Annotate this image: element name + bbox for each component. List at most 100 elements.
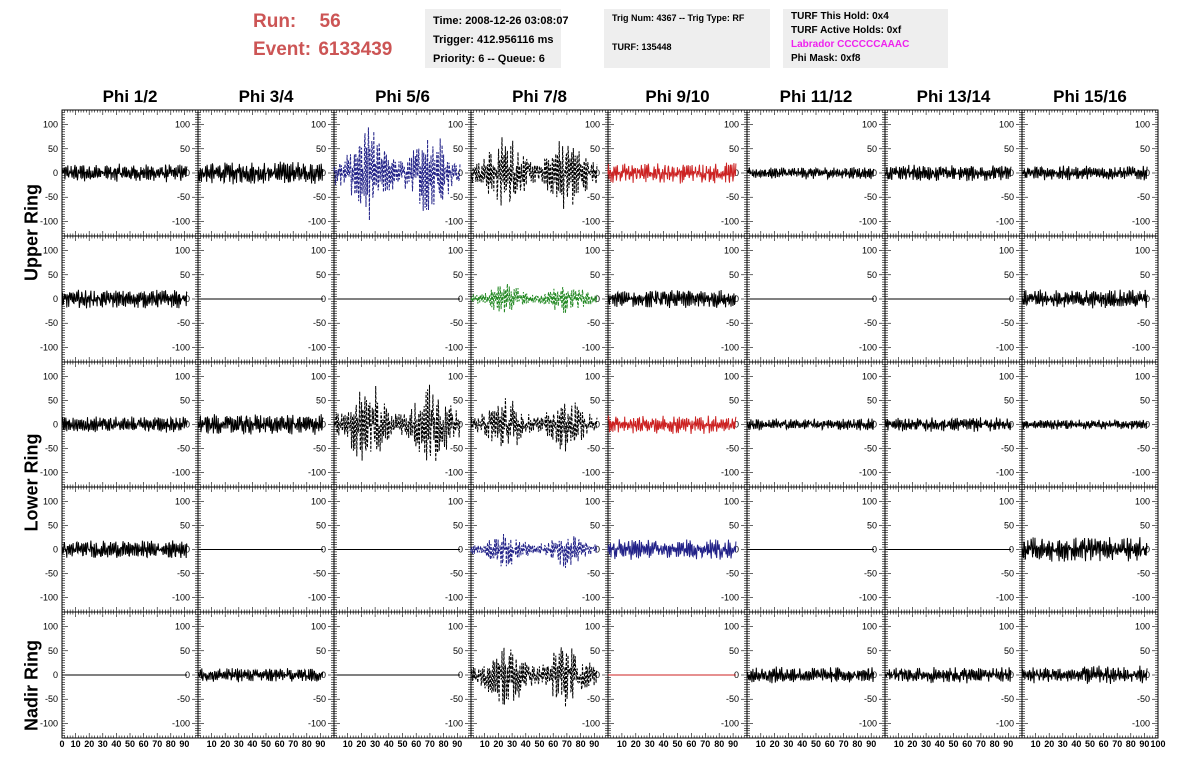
y-tick-label: 50 xyxy=(453,395,463,405)
y-tick-label: -50 xyxy=(45,192,58,202)
y-tick-label: 0 xyxy=(1145,168,1150,178)
turf-active-line: TURF Active Holds: 0xf xyxy=(791,25,902,36)
y-tick-label: 100 xyxy=(862,371,877,381)
y-tick-label: 100 xyxy=(585,246,600,256)
y-tick-label: 100 xyxy=(43,371,58,381)
y-tick-label: -50 xyxy=(864,444,877,454)
column-title-phi-15-16: Phi 15/16 xyxy=(1053,87,1127,106)
y-tick-label: -50 xyxy=(450,318,463,328)
turf-line: TURF: 135448 xyxy=(612,42,672,52)
y-tick-label: 50 xyxy=(729,395,739,405)
y-tick-label: -50 xyxy=(177,444,190,454)
y-tick-label: 0 xyxy=(734,420,739,430)
y-tick-label: 50 xyxy=(48,395,58,405)
y-tick-label: 100 xyxy=(175,246,190,256)
y-tick-label: -100 xyxy=(445,468,463,478)
y-tick-label: -50 xyxy=(450,444,463,454)
y-tick-label: -100 xyxy=(1132,342,1150,352)
y-tick-label: 50 xyxy=(316,270,326,280)
y-tick-label: 50 xyxy=(1004,144,1014,154)
y-tick-label: 0 xyxy=(1145,294,1150,304)
y-tick-label: -50 xyxy=(313,444,326,454)
y-tick-label: 50 xyxy=(48,144,58,154)
y-tick-label: 0 xyxy=(53,294,58,304)
y-tick-label: 50 xyxy=(1004,395,1014,405)
y-tick-label: -100 xyxy=(582,216,600,226)
event-label-text: Event: xyxy=(253,39,312,60)
y-tick-label: -50 xyxy=(450,192,463,202)
y-tick-label: 100 xyxy=(862,120,877,130)
column-title-phi-1-2: Phi 1/2 xyxy=(102,87,158,106)
y-tick-label: 50 xyxy=(729,144,739,154)
y-tick-label: 0 xyxy=(1009,420,1014,430)
y-tick-label: 100 xyxy=(862,246,877,256)
y-tick-label: 0 xyxy=(595,168,600,178)
y-tick-label: -100 xyxy=(172,342,190,352)
y-tick-label: -100 xyxy=(172,216,190,226)
y-tick-label: 100 xyxy=(724,246,739,256)
y-tick-label: -100 xyxy=(996,342,1014,352)
y-tick-label: 50 xyxy=(867,270,877,280)
y-tick-label: -50 xyxy=(587,318,600,328)
y-tick-label: 50 xyxy=(453,144,463,154)
y-tick-label: 50 xyxy=(316,144,326,154)
y-tick-label: 0 xyxy=(185,294,190,304)
y-tick-label: 100 xyxy=(448,371,463,381)
y-tick-label: 50 xyxy=(1004,270,1014,280)
column-title-phi-5-6: Phi 5/6 xyxy=(375,87,430,106)
y-tick-label: -100 xyxy=(582,342,600,352)
y-tick-label: 100 xyxy=(43,120,58,130)
y-tick-label: 100 xyxy=(999,371,1014,381)
event-value: 6133439 xyxy=(318,39,393,60)
y-tick-label: -100 xyxy=(40,342,58,352)
y-tick-label: 100 xyxy=(1135,120,1150,130)
y-tick-label: -50 xyxy=(1137,318,1150,328)
y-tick-label: 50 xyxy=(180,395,190,405)
y-tick-label: -100 xyxy=(308,468,326,478)
y-tick-label: -50 xyxy=(726,192,739,202)
turf-hold-line: TURF This Hold: 0x4 xyxy=(791,11,889,22)
y-tick-label: 50 xyxy=(453,270,463,280)
y-tick-label: 50 xyxy=(48,270,58,280)
y-tick-label: -50 xyxy=(313,192,326,202)
y-tick-label: -50 xyxy=(864,192,877,202)
y-tick-label: -100 xyxy=(1132,216,1150,226)
y-tick-label: -100 xyxy=(445,216,463,226)
y-tick-label: 50 xyxy=(867,144,877,154)
y-tick-label: -50 xyxy=(864,318,877,328)
column-title-phi-7-8: Phi 7/8 xyxy=(512,87,567,106)
y-tick-label: -100 xyxy=(40,216,58,226)
event-label: Event: 6133439 xyxy=(253,39,392,61)
y-tick-label: 100 xyxy=(724,120,739,130)
y-tick-label: 0 xyxy=(872,294,877,304)
run-value: 56 xyxy=(319,11,341,32)
y-tick-label: 100 xyxy=(175,371,190,381)
y-tick-label: 0 xyxy=(872,168,877,178)
turf-info-box: TURF This Hold: 0x4 TURF Active Holds: 0… xyxy=(783,9,948,68)
y-tick-label: 0 xyxy=(458,420,463,430)
y-tick-label: -100 xyxy=(721,342,739,352)
y-tick-label: -100 xyxy=(308,342,326,352)
priority-line: Priority: 6 -- Queue: 6 xyxy=(433,53,545,65)
trigger-line: Trigger: 412.956116 ms xyxy=(433,34,554,46)
y-tick-label: -100 xyxy=(721,468,739,478)
y-tick-label: -100 xyxy=(859,468,877,478)
y-tick-label: -100 xyxy=(721,216,739,226)
y-tick-label: 0 xyxy=(458,294,463,304)
y-tick-label: -50 xyxy=(726,444,739,454)
y-tick-label: 100 xyxy=(724,371,739,381)
y-tick-label: 0 xyxy=(321,420,326,430)
y-tick-label: 0 xyxy=(185,420,190,430)
y-tick-label: 100 xyxy=(1135,246,1150,256)
y-tick-label: -50 xyxy=(1137,192,1150,202)
y-tick-label: 100 xyxy=(448,246,463,256)
y-tick-label: 100 xyxy=(311,371,326,381)
y-tick-label: -100 xyxy=(582,468,600,478)
y-tick-label: -50 xyxy=(1001,192,1014,202)
y-tick-label: -100 xyxy=(859,342,877,352)
time-info-box: Time: 2008-12-26 03:08:07 Trigger: 412.9… xyxy=(425,9,569,68)
trig-info-box: Trig Num: 4367 -- Trig Type: RF TURF: 13… xyxy=(604,9,770,68)
y-tick-label: 0 xyxy=(595,420,600,430)
y-tick-label: 0 xyxy=(458,168,463,178)
